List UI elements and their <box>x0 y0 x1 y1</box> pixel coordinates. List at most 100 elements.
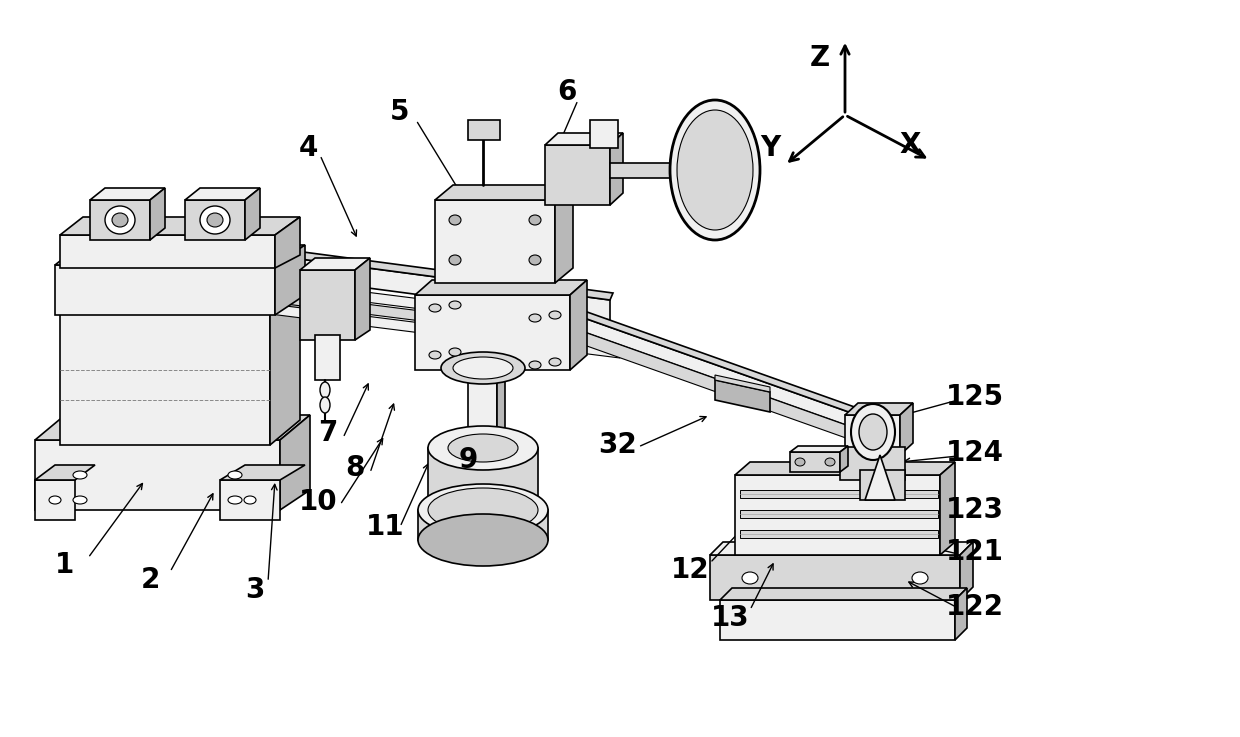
Ellipse shape <box>207 213 223 227</box>
Polygon shape <box>610 133 622 205</box>
Ellipse shape <box>112 213 128 227</box>
Ellipse shape <box>228 496 242 504</box>
Ellipse shape <box>244 496 255 504</box>
Text: 32: 32 <box>599 431 637 459</box>
Text: 12: 12 <box>671 556 709 584</box>
Polygon shape <box>839 447 905 480</box>
Ellipse shape <box>428 488 538 532</box>
Polygon shape <box>720 600 955 640</box>
Text: 123: 123 <box>946 496 1004 524</box>
Polygon shape <box>570 280 587 370</box>
Polygon shape <box>270 285 300 445</box>
Polygon shape <box>60 235 275 268</box>
Text: 9: 9 <box>459 446 477 474</box>
Polygon shape <box>839 446 848 472</box>
Ellipse shape <box>320 397 330 413</box>
Polygon shape <box>270 255 610 320</box>
Polygon shape <box>300 258 370 270</box>
Polygon shape <box>570 313 861 430</box>
Polygon shape <box>546 133 622 145</box>
Polygon shape <box>315 335 340 380</box>
Polygon shape <box>275 245 305 315</box>
Ellipse shape <box>428 426 538 470</box>
Polygon shape <box>570 307 863 416</box>
Polygon shape <box>711 542 973 555</box>
Polygon shape <box>790 452 839 472</box>
Polygon shape <box>546 145 610 205</box>
Ellipse shape <box>105 206 135 234</box>
Polygon shape <box>35 465 95 480</box>
Polygon shape <box>467 364 505 370</box>
Ellipse shape <box>677 110 753 230</box>
Polygon shape <box>60 285 300 310</box>
Polygon shape <box>570 327 861 443</box>
Text: 11: 11 <box>366 513 404 541</box>
Ellipse shape <box>670 100 760 240</box>
Ellipse shape <box>50 496 61 504</box>
Polygon shape <box>185 200 246 240</box>
Ellipse shape <box>529 361 541 369</box>
Polygon shape <box>35 480 74 520</box>
Polygon shape <box>735 475 940 555</box>
Ellipse shape <box>228 471 242 479</box>
Polygon shape <box>590 120 618 148</box>
Ellipse shape <box>449 215 461 225</box>
Polygon shape <box>497 364 505 450</box>
Polygon shape <box>711 555 960 600</box>
Polygon shape <box>91 200 150 240</box>
Polygon shape <box>418 510 548 540</box>
Text: 121: 121 <box>946 538 1004 566</box>
Text: 13: 13 <box>711 604 749 632</box>
Ellipse shape <box>449 348 461 356</box>
Ellipse shape <box>795 458 805 466</box>
Polygon shape <box>246 188 260 240</box>
Polygon shape <box>740 490 937 498</box>
Text: 10: 10 <box>299 488 337 516</box>
Ellipse shape <box>448 434 518 462</box>
Polygon shape <box>467 370 497 450</box>
Polygon shape <box>861 470 905 500</box>
Polygon shape <box>35 415 310 440</box>
Polygon shape <box>720 588 967 600</box>
Text: 124: 124 <box>946 439 1004 467</box>
Polygon shape <box>428 448 538 510</box>
Text: X: X <box>899 131 920 159</box>
Polygon shape <box>60 217 300 235</box>
Ellipse shape <box>449 301 461 309</box>
Ellipse shape <box>549 311 560 319</box>
Ellipse shape <box>851 404 895 460</box>
Polygon shape <box>844 415 900 455</box>
Polygon shape <box>715 375 770 392</box>
Polygon shape <box>415 295 570 370</box>
Polygon shape <box>960 542 973 600</box>
Polygon shape <box>740 510 937 518</box>
Text: 1: 1 <box>56 551 74 579</box>
Ellipse shape <box>418 514 548 566</box>
Polygon shape <box>740 530 937 538</box>
Ellipse shape <box>441 352 525 384</box>
Ellipse shape <box>73 496 87 504</box>
Ellipse shape <box>549 358 560 366</box>
Polygon shape <box>55 245 305 265</box>
Text: Z: Z <box>810 44 830 72</box>
Polygon shape <box>300 270 355 340</box>
Polygon shape <box>270 292 620 346</box>
Polygon shape <box>467 120 500 140</box>
Ellipse shape <box>859 414 887 450</box>
Polygon shape <box>270 248 613 300</box>
Polygon shape <box>790 446 848 452</box>
Text: 2: 2 <box>140 566 160 594</box>
Ellipse shape <box>742 572 758 584</box>
Ellipse shape <box>320 382 330 398</box>
Ellipse shape <box>73 471 87 479</box>
Polygon shape <box>185 188 260 200</box>
Text: 4: 4 <box>299 134 317 162</box>
Polygon shape <box>150 188 165 240</box>
Ellipse shape <box>911 572 928 584</box>
Polygon shape <box>219 480 280 520</box>
Text: 125: 125 <box>946 383 1004 411</box>
Polygon shape <box>270 280 620 334</box>
Polygon shape <box>955 588 967 640</box>
Polygon shape <box>270 304 620 358</box>
Polygon shape <box>355 258 370 340</box>
